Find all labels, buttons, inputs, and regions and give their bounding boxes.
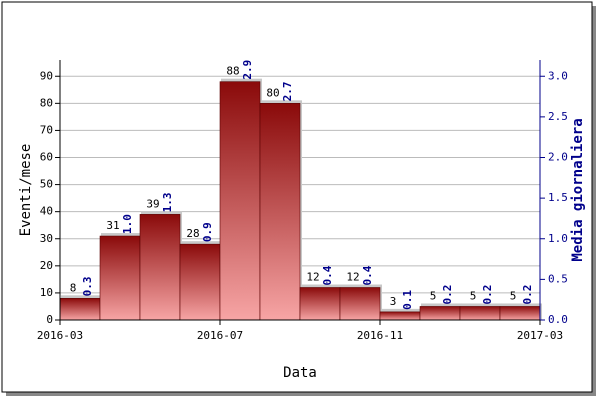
y-tick-label: 60 — [40, 151, 53, 164]
x-tick-label: 2017-03 — [517, 329, 563, 342]
data-label-y2: 1.0 — [121, 214, 134, 234]
data-label: 5 — [510, 289, 517, 302]
y-tick-label: 40 — [40, 205, 53, 218]
data-label: 28 — [186, 227, 199, 240]
data-label: 8 — [70, 281, 77, 294]
y-tick-label: 30 — [40, 232, 53, 245]
bar — [499, 306, 541, 321]
y-tick-label: 50 — [40, 178, 53, 191]
data-label-y2: 2.7 — [281, 81, 294, 101]
y2-tick-label: 2.0 — [548, 151, 568, 164]
x-tick-label: 2016-03 — [37, 329, 83, 342]
data-label-y2: 0.1 — [401, 290, 414, 310]
x-tick-label: 2016-07 — [197, 329, 243, 342]
data-label: 5 — [470, 289, 477, 302]
bar — [179, 243, 221, 321]
y-tick-label: 0 — [46, 313, 53, 326]
data-label-y2: 2.9 — [241, 60, 254, 80]
y-tick-label: 20 — [40, 259, 53, 272]
y2-tick-label: 0.0 — [548, 313, 568, 326]
y-tick-label: 90 — [40, 69, 53, 82]
bar — [259, 103, 301, 321]
y-tick-label: 10 — [40, 286, 53, 299]
x-tick-label: 2016-11 — [357, 329, 403, 342]
data-label-y2: 0.2 — [521, 285, 534, 305]
data-label: 88 — [226, 65, 239, 78]
data-label: 31 — [106, 219, 119, 232]
bar — [459, 306, 501, 321]
data-label-y2: 0.2 — [481, 285, 494, 305]
y2-tick-label: 2.5 — [548, 110, 568, 123]
data-label-y2: 0.4 — [361, 265, 374, 285]
y2-tick-label: 1.0 — [548, 232, 568, 245]
data-label-y2: 0.9 — [201, 222, 214, 242]
bar — [339, 287, 381, 321]
bar — [139, 214, 181, 321]
data-label-y2: 0.2 — [441, 285, 454, 305]
data-label: 12 — [346, 271, 359, 284]
data-label: 80 — [266, 86, 279, 99]
y2-tick-label: 1.5 — [548, 191, 568, 204]
y-tick-label: 70 — [40, 123, 53, 136]
bar — [99, 235, 141, 321]
data-label: 3 — [390, 295, 397, 308]
data-label: 5 — [430, 289, 437, 302]
bar — [219, 81, 261, 321]
data-label-y2: 0.4 — [321, 265, 334, 285]
bar — [299, 287, 341, 321]
y2-tick-label: 0.5 — [548, 272, 568, 285]
x-axis-label: Data — [283, 365, 317, 381]
data-label: 39 — [146, 197, 159, 210]
bar — [59, 298, 101, 321]
bar — [379, 311, 421, 321]
y2-tick-label: 3.0 — [548, 69, 568, 82]
y2-axis-label: Media giornaliera — [570, 118, 586, 261]
data-label-y2: 0.3 — [81, 276, 94, 296]
y-axis-label: Eventi/mese — [18, 144, 34, 237]
bar — [419, 306, 461, 321]
data-label-y2: 1.3 — [161, 193, 174, 213]
y-tick-label: 80 — [40, 96, 53, 109]
data-label: 12 — [306, 271, 319, 284]
